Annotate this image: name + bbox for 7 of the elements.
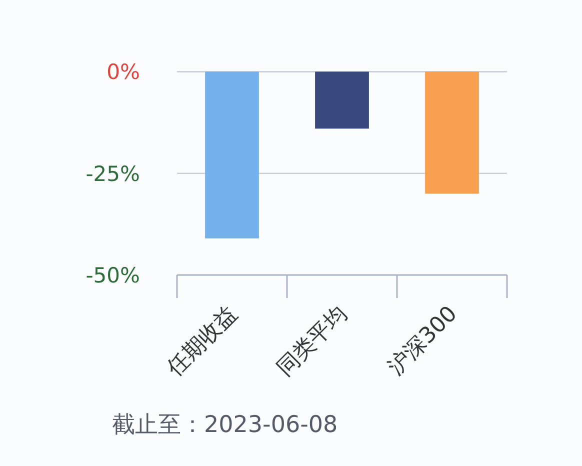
y-tick-label: 0% <box>106 60 140 84</box>
x-tick-label: 沪深300 <box>384 302 462 380</box>
text: 截止至：2023-06-08 <box>112 412 338 438</box>
x-tick-label: 任期收益 <box>162 302 242 382</box>
x-tick-label: 同类平均 <box>272 302 352 382</box>
y-tick-label: -50% <box>86 264 140 288</box>
y-tick-label: -25% <box>86 162 140 186</box>
